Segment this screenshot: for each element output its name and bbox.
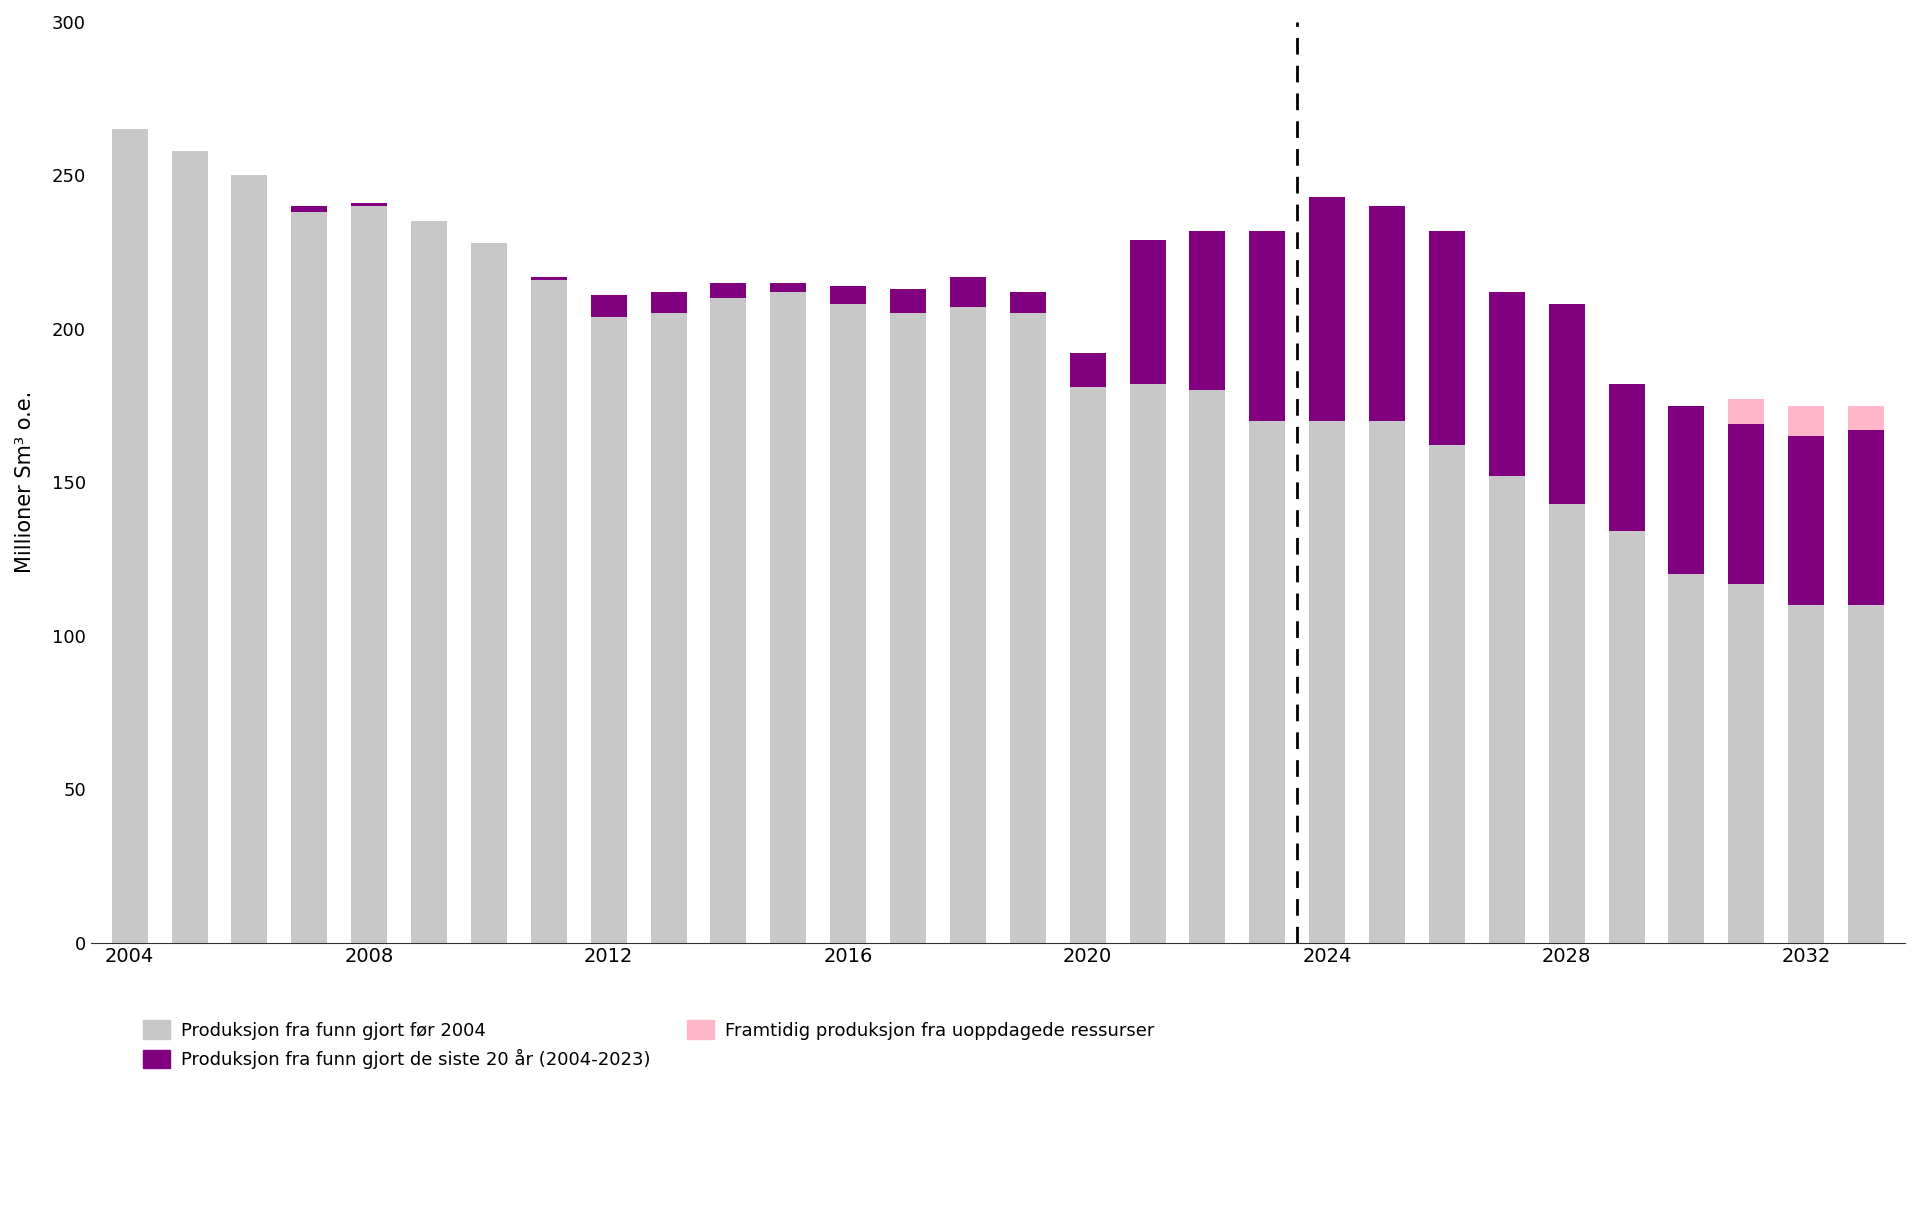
Bar bbox=[1010, 292, 1046, 313]
Bar bbox=[1609, 384, 1645, 531]
Bar bbox=[1788, 406, 1824, 436]
Bar bbox=[1788, 436, 1824, 605]
Bar bbox=[1728, 424, 1764, 583]
Bar bbox=[1010, 313, 1046, 943]
Bar bbox=[1849, 605, 1884, 943]
Bar bbox=[292, 207, 326, 213]
Bar bbox=[351, 203, 388, 207]
Bar bbox=[1609, 531, 1645, 943]
Bar bbox=[1728, 400, 1764, 424]
Bar bbox=[1129, 384, 1165, 943]
Bar bbox=[591, 317, 626, 943]
Bar bbox=[1069, 354, 1106, 388]
Bar bbox=[1488, 476, 1524, 943]
Bar bbox=[530, 279, 566, 943]
Bar bbox=[111, 129, 148, 943]
Bar bbox=[1369, 207, 1405, 420]
Bar bbox=[651, 313, 687, 943]
Bar bbox=[1190, 231, 1225, 390]
Bar bbox=[1668, 575, 1705, 943]
Bar bbox=[1250, 420, 1284, 943]
Bar bbox=[1250, 231, 1284, 420]
Bar bbox=[591, 295, 626, 317]
Bar bbox=[891, 289, 925, 313]
Bar bbox=[829, 286, 866, 304]
Bar bbox=[770, 292, 806, 943]
Bar bbox=[891, 313, 925, 943]
Bar bbox=[171, 151, 207, 943]
Bar bbox=[1428, 446, 1465, 943]
Legend: Produksjon fra funn gjort før 2004, Produksjon fra funn gjort de siste 20 år (20: Produksjon fra funn gjort før 2004, Prod… bbox=[136, 1013, 1162, 1076]
Bar bbox=[1849, 430, 1884, 605]
Bar bbox=[1309, 197, 1346, 420]
Bar bbox=[950, 307, 985, 943]
Bar bbox=[411, 221, 447, 943]
Bar bbox=[710, 283, 747, 298]
Bar bbox=[1309, 420, 1346, 943]
Y-axis label: Millioner Sm³ o.e.: Millioner Sm³ o.e. bbox=[15, 391, 35, 573]
Bar bbox=[950, 277, 985, 307]
Bar bbox=[1788, 605, 1824, 943]
Bar bbox=[829, 304, 866, 943]
Bar bbox=[1190, 390, 1225, 943]
Bar bbox=[232, 175, 267, 943]
Bar bbox=[1488, 292, 1524, 476]
Bar bbox=[470, 243, 507, 943]
Bar bbox=[1728, 583, 1764, 943]
Bar bbox=[1668, 406, 1705, 575]
Bar bbox=[1549, 304, 1584, 504]
Bar bbox=[1069, 388, 1106, 943]
Bar bbox=[1369, 420, 1405, 943]
Bar bbox=[1129, 239, 1165, 384]
Bar bbox=[351, 207, 388, 943]
Bar bbox=[770, 283, 806, 292]
Bar bbox=[292, 213, 326, 943]
Bar bbox=[1849, 406, 1884, 430]
Bar bbox=[651, 292, 687, 313]
Bar bbox=[1549, 504, 1584, 943]
Bar bbox=[530, 277, 566, 279]
Bar bbox=[710, 298, 747, 943]
Bar bbox=[1428, 231, 1465, 446]
